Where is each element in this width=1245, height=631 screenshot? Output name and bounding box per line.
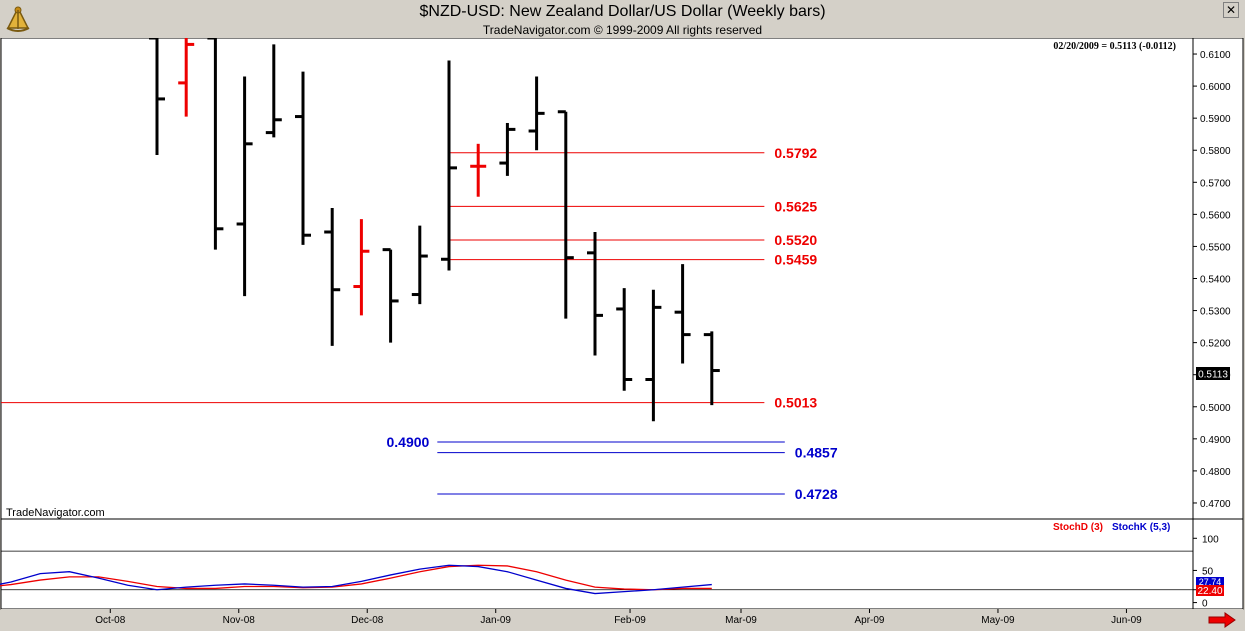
time-tick-label: Mar-09 xyxy=(725,615,757,626)
last-price-box xyxy=(1196,367,1230,380)
time-tick-label: Dec-08 xyxy=(351,615,384,626)
level-label: 0.5625 xyxy=(774,198,817,214)
ohlc-bar xyxy=(265,44,282,138)
ohlc-bar xyxy=(616,288,633,391)
stochk-value-box xyxy=(1196,577,1224,586)
sextant-logo-icon xyxy=(2,2,34,36)
price-tick-label: 0.5200 xyxy=(1200,339,1231,350)
price-tick-label: 0.4700 xyxy=(1200,499,1231,510)
ohlc-bar xyxy=(470,143,487,197)
ohlc-bar xyxy=(703,331,720,406)
level-label: 0.5792 xyxy=(774,145,817,161)
price-tick-label: 0.5000 xyxy=(1200,403,1231,414)
ohlc-bar xyxy=(528,76,545,151)
watermark: TradeNavigator.com xyxy=(6,507,105,519)
ohlc-bar xyxy=(178,38,195,117)
time-tick-label: Nov-08 xyxy=(223,615,256,626)
ohlc-bar xyxy=(411,225,428,305)
stochd-value-box xyxy=(1196,585,1224,596)
time-tick-label: May-09 xyxy=(981,615,1015,626)
ohlc-bar xyxy=(207,38,224,250)
price-tick-label: 0.4900 xyxy=(1200,435,1231,446)
price-panel[interactable] xyxy=(0,38,1194,520)
ohlc-bar xyxy=(674,264,691,364)
level-label: 0.5520 xyxy=(774,232,817,248)
price-tick-label: 0.6000 xyxy=(1200,82,1231,93)
chart-area[interactable]: 0.6100 0.6000 0.5900 0.5800 0.5700 0.5600 0.55… xyxy=(0,38,1245,631)
ohlc-bar xyxy=(149,38,165,156)
stochk-line xyxy=(0,564,712,595)
price-tick-label: 0.5700 xyxy=(1200,178,1231,189)
stoch-tick-label: 100 xyxy=(1202,534,1219,545)
price-tick-label: 0.6100 xyxy=(1200,50,1231,61)
ohlc-bar xyxy=(499,122,516,176)
ohlc-bar xyxy=(645,289,662,422)
last-price-label: 0.5113 xyxy=(1198,370,1228,381)
copyright-subtitle: TradeNavigator.com © 1999-2009 All right… xyxy=(482,23,763,37)
legend-stochd: StochD (3) xyxy=(1053,522,1103,533)
ohlc-bar xyxy=(557,110,574,319)
indicator-panel[interactable] xyxy=(0,518,1194,610)
time-tick-label: Feb-09 xyxy=(614,615,646,626)
stochd-value-label: 22.40 xyxy=(1197,586,1222,597)
ohlc-bar xyxy=(236,76,253,297)
title-bar: $NZD-USD: New Zealand Dollar/US Dollar (… xyxy=(0,0,1245,38)
ohlc-bar xyxy=(382,248,399,343)
price-tick-label: 0.5800 xyxy=(1200,146,1231,157)
date-readout: 02/20/2009 = 0.5113 (-0.0112) xyxy=(1053,41,1176,52)
close-button[interactable]: ✕ xyxy=(1223,2,1239,18)
time-tick-label: Jun-09 xyxy=(1111,615,1142,626)
price-tick-label: 0.5900 xyxy=(1200,114,1231,125)
stochd-line xyxy=(0,564,712,591)
ohlc-bar xyxy=(353,219,370,316)
level-label: 0.5013 xyxy=(774,395,817,411)
price-tick-label: 0.5600 xyxy=(1200,210,1231,221)
level-label: 0.5459 xyxy=(774,252,817,268)
time-tick-label: Apr-09 xyxy=(854,615,884,626)
ohlc-bar xyxy=(295,71,311,245)
stoch-tick-label: 50 xyxy=(1202,566,1214,577)
price-tick-label: 0.5500 xyxy=(1200,242,1231,253)
stochk-value-label: 27.74 xyxy=(1199,577,1222,587)
time-tick-label: Oct-08 xyxy=(95,615,125,626)
ohlc-bar xyxy=(324,207,341,346)
time-tick-label: Jan-09 xyxy=(480,615,511,626)
ohlc-bar xyxy=(441,60,457,271)
price-tick-label: 0.5400 xyxy=(1200,275,1231,286)
time-axis xyxy=(1,609,1243,630)
stoch-tick-label: 0 xyxy=(1202,599,1208,610)
ohlc-bar xyxy=(587,232,603,356)
price-tick-label: 0.5300 xyxy=(1200,307,1231,318)
level-label: 0.4857 xyxy=(795,445,838,461)
legend-stochk: StochK (5,3) xyxy=(1112,522,1170,533)
price-tick-label: 0.4800 xyxy=(1200,467,1231,478)
level-label: 0.4900 xyxy=(386,434,429,450)
level-label: 0.4728 xyxy=(795,486,838,502)
chart-title: $NZD-USD: New Zealand Dollar/US Dollar (… xyxy=(419,3,826,20)
scroll-right-arrow-icon[interactable] xyxy=(1208,612,1236,628)
